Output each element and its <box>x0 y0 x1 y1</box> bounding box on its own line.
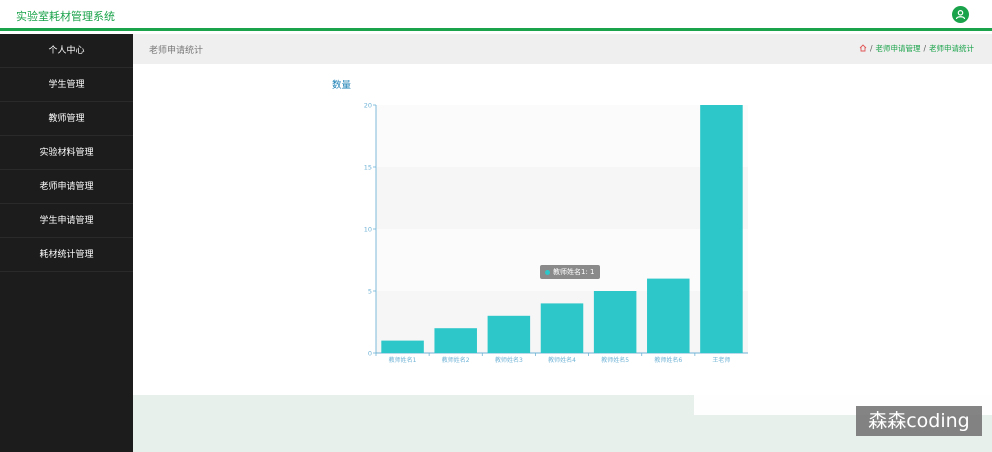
chart-band <box>376 167 748 229</box>
chart-band <box>376 105 748 167</box>
tooltip-dot <box>545 269 550 275</box>
tooltip-text: 教师姓名1: 1 <box>553 268 595 276</box>
sidebar: 个人中心 学生管理 教师管理 实验材料管理 老师申请管理 学生申请管理 耗材统计… <box>0 34 133 452</box>
y-tick-label: 0 <box>368 350 372 358</box>
breadcrumb-separator: / <box>869 44 873 53</box>
breadcrumb-bar: 老师申请统计 / 老师申请管理 / 老师申请统计 <box>133 34 992 64</box>
x-tick-label: 教师姓名1 <box>389 356 417 364</box>
breadcrumb-separator: / <box>923 44 926 53</box>
x-tick-label: 教师姓名4 <box>548 356 576 364</box>
page-title: 老师申请统计 <box>149 46 204 56</box>
x-tick-label: 教师姓名5 <box>601 356 629 364</box>
x-tick-label: 王老师 <box>712 356 730 364</box>
bar <box>700 105 743 353</box>
y-tick-label: 15 <box>364 164 372 172</box>
sidebar-item-teacher-requests[interactable]: 老师申请管理 <box>0 170 133 204</box>
bar <box>381 340 424 353</box>
home-icon[interactable] <box>859 43 867 54</box>
sidebar-item-consumable-stats[interactable]: 耗材统计管理 <box>0 238 133 272</box>
sidebar-item-student-requests[interactable]: 学生申请管理 <box>0 204 133 238</box>
breadcrumb-item-teacher-stats[interactable]: 老师申请统计 <box>929 44 974 53</box>
bar <box>487 315 531 353</box>
y-tick-label: 5 <box>368 288 372 296</box>
sidebar-item-teachers[interactable]: 教师管理 <box>0 102 133 136</box>
x-tick-label: 教师姓名2 <box>442 356 470 364</box>
user-icon[interactable] <box>952 6 969 23</box>
app-title: 实验室耗材管理系统 <box>16 10 115 23</box>
y-tick-label: 20 <box>364 102 372 110</box>
bar <box>647 278 690 353</box>
breadcrumb-item-teacher-requests[interactable]: 老师申请管理 <box>875 44 921 53</box>
y-tick-label: 10 <box>364 226 372 234</box>
bar <box>540 303 584 353</box>
sidebar-item-students[interactable]: 学生管理 <box>0 68 133 102</box>
breadcrumb: / 老师申请管理 / 老师申请统计 <box>859 43 974 54</box>
user-glyph <box>955 9 966 20</box>
sidebar-item-personal-center[interactable]: 个人中心 <box>0 34 133 68</box>
bar <box>593 291 637 353</box>
chart-title: 数量 <box>332 80 352 91</box>
watermark: 森森coding <box>856 406 982 436</box>
top-bar: 实验室耗材管理系统 <box>0 0 992 31</box>
bar-chart: 0 5 10 15 20 教师姓名1 教师姓名2 教师姓名3 教师姓名4 教师姓名5 教师姓名6 王老… <box>364 102 748 364</box>
sidebar-item-materials[interactable]: 实验材料管理 <box>0 136 133 170</box>
bar <box>434 328 477 353</box>
x-tick-label: 教师姓名6 <box>654 356 682 364</box>
chart-band <box>376 229 748 291</box>
chart-tooltip: 教师姓名1: 1 <box>540 265 600 279</box>
x-tick-label: 教师姓名3 <box>495 356 523 364</box>
